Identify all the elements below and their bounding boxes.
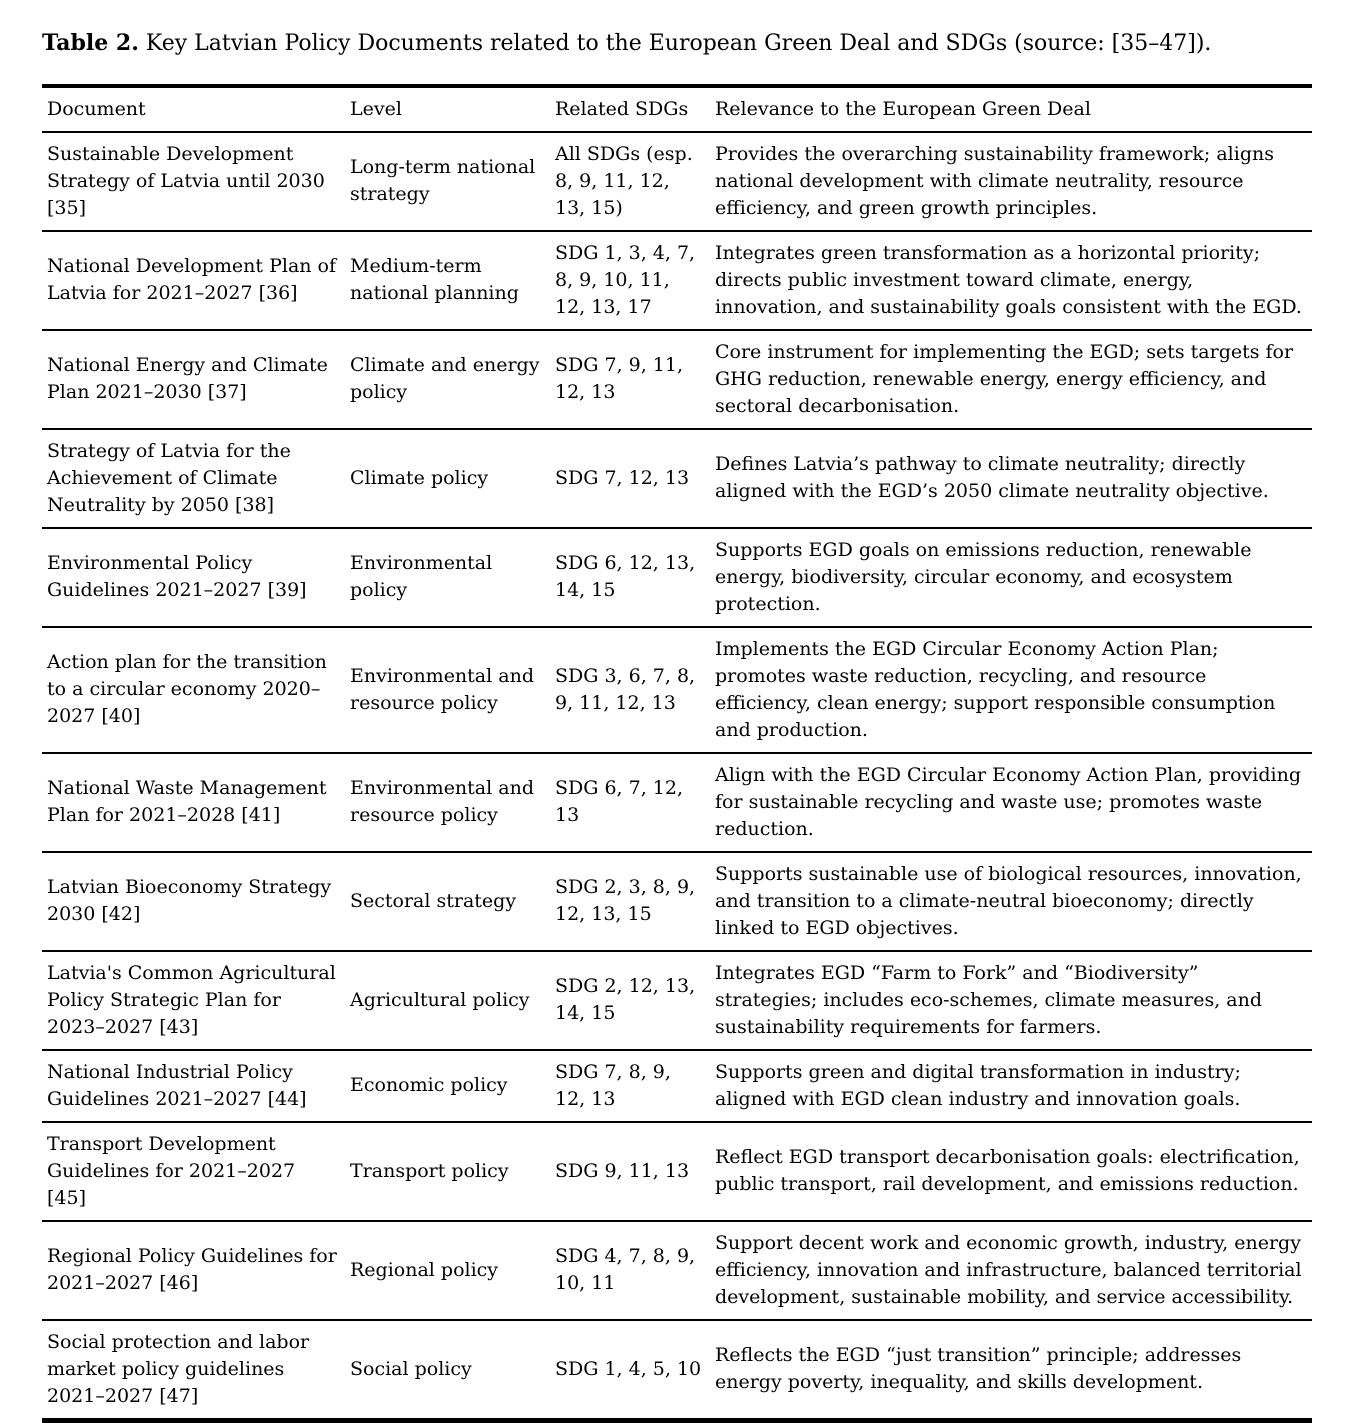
cell-related-sdgs: SDG 2, 3, 8, 9, 12, 13, 15 [555, 876, 696, 925]
cell-level: Environmental and resource policy [350, 664, 534, 714]
cell-document: Latvian Bioeconomy Strategy 2030 [42] [47, 876, 332, 925]
table-caption-text: Key Latvian Policy Documents related to … [138, 31, 1212, 56]
cell-relevance: Supports EGD goals on emissions reductio… [715, 538, 1252, 615]
cell-level: Climate policy [350, 466, 489, 489]
cell-related-sdgs: SDG 7, 9, 11, 12, 13 [555, 354, 684, 403]
cell-level: Climate and energy policy [350, 354, 540, 403]
table-row: Environmental Policy Guidelines 2021–202… [42, 528, 1312, 627]
cell-related-sdgs: SDG 6, 12, 13, 14, 15 [555, 552, 696, 601]
cell-relevance: Defines Latvia’s pathway to climate neut… [715, 453, 1269, 502]
table-caption-label: Table 2. [42, 30, 139, 56]
cell-related-sdgs: SDG 1, 4, 5, 10 [555, 1357, 702, 1380]
cell-relevance: Integrates EGD “Farm to Fork” and “Biodi… [715, 961, 1263, 1038]
cell-related-sdgs: SDG 9, 11, 13 [555, 1159, 690, 1182]
table-row: Action plan for the transition to a circ… [42, 627, 1312, 753]
cell-document: Strategy of Latvia for the Achievement o… [47, 439, 291, 516]
cell-related-sdgs: All SDGs (esp. 8, 9, 11, 12, 13, 15) [555, 142, 693, 219]
cell-relevance: Support decent work and economic growth,… [715, 1231, 1302, 1308]
cell-document: National Industrial Policy Guidelines 20… [47, 1060, 307, 1110]
cell-related-sdgs: SDG 6, 7, 12, 13 [555, 777, 684, 826]
table-row: National Development Plan of Latvia for … [42, 231, 1312, 330]
cell-document: Environmental Policy Guidelines 2021–202… [47, 552, 307, 601]
cell-level: Regional policy [350, 1258, 499, 1281]
table-header-row: Document Level Related SDGs Relevance to… [42, 85, 1312, 133]
column-header-level: Level [345, 85, 550, 133]
cell-document: Action plan for the transition to a circ… [47, 651, 327, 727]
table-row: National Industrial Policy Guidelines 20… [42, 1050, 1312, 1122]
cell-related-sdgs: SDG 3, 6, 7, 8, 9, 11, 12, 13 [555, 664, 696, 714]
table-body: Sustainable Development Strategy of Latv… [42, 132, 1312, 1420]
policy-documents-table: Document Level Related SDGs Relevance to… [42, 83, 1312, 1423]
cell-level: Economic policy [350, 1074, 508, 1096]
cell-level: Social policy [350, 1357, 472, 1380]
table-row: Latvia's Common Agricultural Policy Stra… [42, 951, 1312, 1050]
cell-document: Transport Development Guidelines for 202… [47, 1132, 296, 1209]
cell-level: Agricultural policy [350, 988, 530, 1011]
cell-level: Medium-term national planning [350, 255, 519, 304]
column-header-related-sdgs: Related SDGs [550, 85, 710, 133]
cell-document: Regional Policy Guidelines for 2021–2027… [47, 1245, 337, 1294]
cell-related-sdgs: SDG 4, 7, 8, 9, 10, 11 [555, 1245, 696, 1294]
cell-relevance: Reflect EGD transport decarbonisation go… [715, 1146, 1300, 1195]
cell-related-sdgs: SDG 1, 3, 4, 7, 8, 9, 10, 11, 12, 13, 17 [555, 241, 696, 318]
table-row: Sustainable Development Strategy of Latv… [42, 132, 1312, 231]
table-row: Latvian Bioeconomy Strategy 2030 [42] Se… [42, 852, 1312, 951]
cell-related-sdgs: SDG 2, 12, 13, 14, 15 [555, 975, 696, 1024]
cell-level: Transport policy [350, 1159, 509, 1182]
cell-document: National Development Plan of Latvia for … [47, 255, 337, 304]
cell-relevance: Core instrument for implementing the EGD… [715, 340, 1294, 417]
cell-document: National Energy and Climate Plan 2021–20… [47, 354, 328, 403]
table-row: Social protection and labor market polic… [42, 1320, 1312, 1420]
cell-relevance: Reflects the EGD “just transition” princ… [715, 1344, 1242, 1393]
cell-relevance: Align with the EGD Circular Economy Acti… [715, 763, 1301, 840]
cell-level: Environmental policy [350, 552, 493, 601]
table-caption: Table 2. Key Latvian Policy Documents re… [42, 30, 1310, 58]
cell-relevance: Provides the overarching sustainability … [715, 142, 1274, 219]
cell-document: Social protection and labor market polic… [47, 1330, 310, 1407]
table-row: Regional Policy Guidelines for 2021–2027… [42, 1221, 1312, 1320]
cell-relevance: Supports green and digital transformatio… [715, 1060, 1241, 1110]
cell-level: Long-term national strategy [350, 156, 536, 205]
cell-document: National Waste Management Plan for 2021–… [47, 777, 327, 826]
cell-level: Sectoral strategy [350, 889, 517, 912]
cell-relevance: Supports sustainable use of biological r… [715, 862, 1302, 939]
cell-level: Environmental and resource policy [350, 777, 534, 826]
table-row: National Energy and Climate Plan 2021–20… [42, 330, 1312, 429]
column-header-document: Document [42, 85, 345, 133]
cell-document: Sustainable Development Strategy of Latv… [47, 142, 325, 219]
table-row: National Waste Management Plan for 2021–… [42, 753, 1312, 852]
cell-related-sdgs: SDG 7, 12, 13 [555, 466, 690, 489]
column-header-relevance: Relevance to the European Green Deal [710, 85, 1312, 133]
table-header: Document Level Related SDGs Relevance to… [42, 85, 1312, 133]
cell-relevance: Integrates green transformation as a hor… [715, 241, 1302, 318]
cell-related-sdgs: SDG 7, 8, 9, 12, 13 [555, 1060, 671, 1110]
cell-relevance: Implements the EGD Circular Economy Acti… [715, 637, 1276, 741]
cell-document: Latvia's Common Agricultural Policy Stra… [47, 961, 336, 1038]
table-row: Strategy of Latvia for the Achievement o… [42, 429, 1312, 528]
table-row: Transport Development Guidelines for 202… [42, 1122, 1312, 1221]
